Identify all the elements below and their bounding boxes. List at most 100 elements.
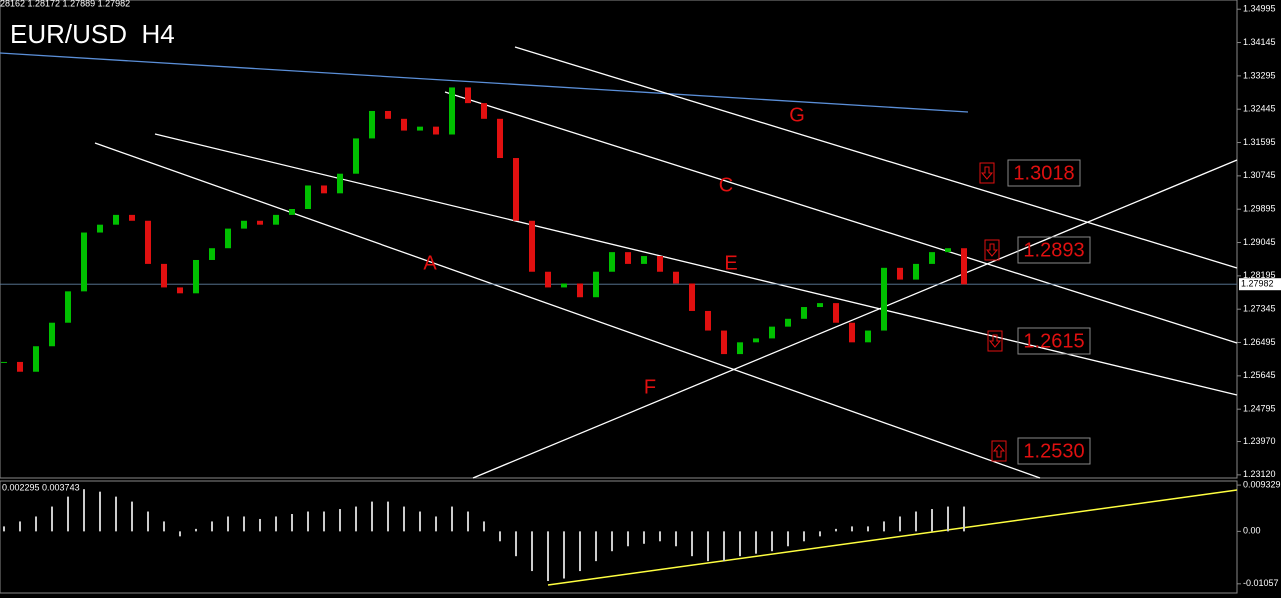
candle (945, 248, 951, 253)
macd-bar (723, 531, 725, 562)
macd-bar (483, 521, 485, 532)
candle (561, 283, 567, 288)
macd-header: 0.002295 0.003743 (2, 482, 80, 492)
current-price-box (1239, 278, 1281, 291)
candle (657, 256, 663, 272)
macd-bar (515, 531, 517, 557)
macd-bar (739, 531, 741, 557)
candle (481, 103, 487, 119)
macd-bar (51, 506, 53, 532)
level-arrow-box (984, 239, 1000, 261)
candle (241, 220, 247, 229)
candle (913, 263, 919, 280)
y-tick-label: 1.34995 (1243, 4, 1276, 14)
candle (177, 287, 183, 294)
line-label: G (789, 104, 805, 126)
macd-bar (819, 531, 821, 537)
candle (113, 214, 119, 225)
macd-bar (403, 506, 405, 532)
trend-line (472, 159, 1238, 479)
macd-bar (835, 528, 837, 532)
macd-bar (851, 526, 853, 532)
macd-bar (563, 531, 565, 579)
candle (529, 220, 535, 272)
trend-line (514, 46, 1238, 269)
candle (897, 267, 903, 280)
macd-bar (915, 511, 917, 532)
macd-bar (611, 531, 613, 552)
price-panel (0, 0, 1238, 479)
macd-bar (643, 531, 645, 544)
macd-bar (931, 509, 933, 532)
macd-bar (163, 521, 165, 532)
macd-bar (227, 516, 229, 532)
candle (385, 110, 391, 119)
macd-bar (707, 531, 709, 562)
candle (593, 271, 599, 298)
candle (849, 322, 855, 343)
macd-bar (547, 531, 549, 581)
y-tick-label: 1.24795 (1243, 404, 1276, 414)
candle (465, 87, 471, 104)
level-label: 1.2615 (1023, 330, 1084, 352)
macd-bar (531, 531, 533, 572)
candle (673, 271, 679, 284)
candle (369, 110, 375, 139)
candle (417, 126, 423, 131)
candle (305, 185, 311, 210)
macd-bar (691, 531, 693, 557)
macd-bar (627, 531, 629, 547)
level-label: 1.2530 (1023, 440, 1084, 462)
macd-bar (115, 496, 117, 532)
macd-bar (467, 511, 469, 532)
macd-bar (579, 531, 581, 572)
macd-bar (355, 506, 357, 532)
level-arrow-box (979, 162, 995, 184)
candle (17, 361, 23, 372)
macd-bar (675, 531, 677, 547)
macd-bar (131, 501, 133, 532)
candle (801, 307, 807, 319)
candle (577, 283, 583, 298)
candle (193, 259, 199, 294)
level-arrow-box (987, 330, 1003, 352)
candle (785, 318, 791, 327)
macd-bar (899, 516, 901, 532)
line-label: A (423, 252, 437, 274)
candle (833, 303, 839, 323)
macd-trend-line (547, 489, 1238, 586)
y-tick-label: 1.25645 (1243, 370, 1276, 380)
y-tick-label: 1.30745 (1243, 170, 1276, 180)
candle (769, 326, 775, 339)
macd-bar (3, 526, 5, 532)
candle (401, 118, 407, 131)
level-arrow (992, 444, 1006, 458)
level-arrow (985, 243, 999, 257)
candle (449, 87, 455, 135)
macd-bar (35, 516, 37, 532)
candle (865, 330, 871, 343)
candle (929, 252, 935, 264)
candle (321, 185, 327, 194)
candle (721, 330, 727, 355)
level-label: 1.2893 (1023, 239, 1084, 261)
candle (689, 283, 695, 311)
macd-bar (419, 511, 421, 532)
macd-tick-label: -0.01057 (1243, 578, 1279, 588)
candle (97, 224, 103, 233)
macd-tick-label: 0.00 (1243, 526, 1261, 536)
macd-bar (147, 511, 149, 532)
macd-bar (947, 506, 949, 532)
level-box (1017, 236, 1091, 264)
macd-bar (803, 531, 805, 542)
macd-bar (867, 526, 869, 532)
candle (737, 342, 743, 355)
macd-bar (67, 496, 69, 532)
macd-bar (371, 501, 373, 532)
level-box (1017, 437, 1091, 465)
candle (1, 361, 7, 363)
macd-bar (275, 516, 277, 532)
candle (497, 118, 503, 159)
candle (625, 252, 631, 264)
candle (337, 173, 343, 194)
